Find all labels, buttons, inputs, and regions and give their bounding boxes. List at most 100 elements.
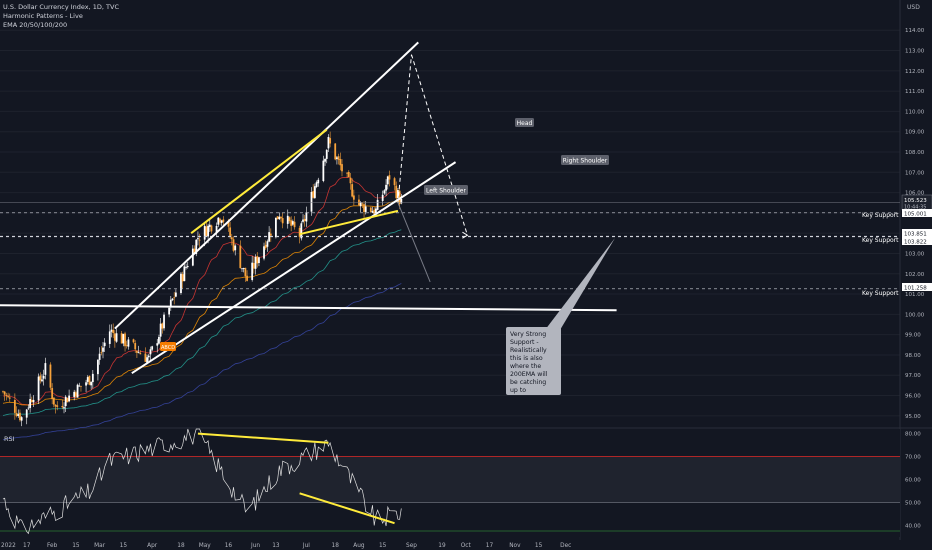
svg-text:105.001: 105.001	[904, 212, 927, 218]
candle-up	[180, 273, 182, 294]
candle-down	[352, 195, 355, 200]
candle-up	[203, 225, 206, 240]
candle-down	[395, 185, 398, 199]
candle-up	[17, 414, 20, 416]
price-tick-label: 114.00	[905, 28, 925, 34]
candle-up	[215, 225, 218, 233]
candle-up	[159, 323, 162, 337]
candle-up	[158, 336, 160, 344]
svg-text:Head: Head	[517, 120, 533, 127]
candle-up	[324, 158, 326, 162]
candle-up	[397, 190, 399, 198]
svg-text:10:44:35: 10:44:35	[904, 205, 926, 211]
candle-down	[329, 138, 332, 144]
candle-up	[322, 160, 325, 181]
candle-down	[290, 220, 293, 226]
candle-down	[134, 343, 137, 350]
candle-up	[197, 238, 199, 240]
candle-down	[341, 164, 343, 172]
candle-up	[32, 399, 35, 403]
candle-down	[88, 375, 91, 385]
legend-symbol[interactable]: U.S. Dollar Currency Index, 1D, TVC	[3, 3, 119, 11]
rsi-label[interactable]: RSI	[4, 435, 15, 443]
time-axis[interactable]: 2022 17 Feb 15 Mar 15 Apr 18 May 16 Jun 13 Jul 18 Aug 1…	[1, 543, 571, 549]
time-tick-label: 15	[72, 543, 80, 549]
candle-down	[100, 352, 103, 354]
candle-up	[278, 216, 281, 220]
candle-down	[51, 387, 54, 399]
time-tick-label: Nov	[509, 543, 521, 549]
price-tick-label: 107.00	[905, 170, 925, 176]
candle-up	[137, 352, 140, 354]
candle-up	[20, 417, 23, 421]
candle-up	[86, 377, 89, 382]
candle-up	[385, 184, 387, 191]
candle-down	[5, 394, 8, 396]
rsi-tick-label: 80.00	[905, 432, 921, 438]
candle-down	[124, 333, 126, 347]
candle-down	[54, 404, 57, 407]
rsi-divergence-top	[197, 432, 329, 444]
candle-up	[103, 342, 106, 347]
ema-line	[2, 283, 402, 441]
candle-down	[144, 353, 147, 362]
candle-up	[313, 186, 316, 198]
legend-indicator-ema[interactable]: EMA 20/50/100/200	[3, 21, 67, 29]
candle-up	[122, 333, 125, 344]
candle-up	[327, 137, 330, 149]
svg-text:105.523: 105.523	[904, 198, 927, 204]
candle-up	[37, 376, 40, 401]
candle-up	[268, 232, 271, 242]
time-tick-label: 19	[438, 543, 446, 549]
candle-up	[29, 398, 32, 408]
candle-down	[198, 239, 201, 241]
projection-up	[397, 54, 412, 203]
level-tag-103-82: 103.822	[902, 237, 932, 246]
candle-up	[381, 194, 384, 202]
svg-text:103.822: 103.822	[904, 240, 927, 246]
rsi-tick-label: 60.00	[905, 478, 921, 484]
candle-down	[244, 267, 247, 277]
target-line	[397, 202, 431, 283]
support-callout: Very Strong Support - Realistically this…	[506, 238, 615, 395]
candle-down	[7, 396, 9, 398]
candle-up	[68, 395, 71, 402]
price-tick-label: 113.00	[905, 49, 925, 55]
head-label: Head	[515, 118, 534, 127]
price-tick-label: 97.00	[905, 373, 921, 379]
time-tick-label: 2022	[1, 543, 16, 549]
candle-down	[136, 350, 138, 353]
candle-down	[80, 385, 82, 387]
candle-up	[76, 384, 79, 398]
candle-up	[97, 359, 99, 375]
neckline-extension	[131, 161, 457, 375]
rsi-tick-label: 50.00	[905, 501, 921, 507]
legend-indicator-harmonic[interactable]: Harmonic Patterns - Live	[3, 12, 83, 20]
candle-down	[312, 191, 315, 198]
candle-up	[63, 407, 65, 409]
candle-up	[386, 176, 389, 185]
price-tick-label: 112.00	[905, 69, 925, 75]
candle-down	[346, 172, 348, 174]
time-tick-label: 18	[332, 543, 340, 549]
candle-down	[74, 392, 77, 397]
rsi-line	[2, 428, 402, 535]
candle-up	[127, 339, 130, 347]
candle-down	[139, 353, 142, 355]
time-tick-label: May	[199, 543, 212, 549]
price-tick-label: 99.00	[905, 333, 921, 339]
price-tick-label: 111.00	[905, 89, 925, 95]
candle-down	[120, 333, 123, 344]
candle-up	[147, 355, 150, 358]
svg-text:Left Shoulder: Left Shoulder	[426, 188, 466, 195]
time-tick-label: 18	[177, 543, 185, 549]
channel-highlight	[190, 128, 328, 234]
candle-up	[102, 347, 104, 352]
time-tick-label: 13	[272, 543, 280, 549]
svg-text:101.258: 101.258	[904, 286, 927, 292]
candle-down	[52, 397, 55, 405]
long-horizontal-support	[0, 304, 617, 312]
candle-down	[193, 248, 196, 253]
projection-arrowhead	[462, 231, 469, 239]
